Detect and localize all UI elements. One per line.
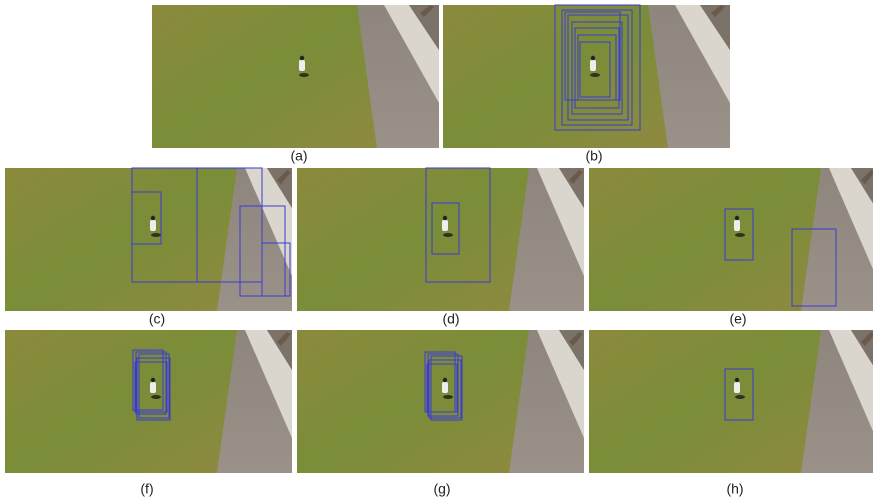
panel-label: (e) <box>729 311 746 327</box>
photo <box>443 5 730 148</box>
panel-label: (g) <box>433 481 450 497</box>
photo <box>297 330 584 473</box>
photo <box>297 168 584 311</box>
figure: (a) (b) (c) (d) (e) (f) (g) (h) <box>0 0 873 503</box>
panel-label: (d) <box>442 311 459 327</box>
panel-label: (f) <box>140 481 153 497</box>
photo <box>589 330 873 473</box>
panel-label: (h) <box>726 481 743 497</box>
panel-label: (b) <box>585 148 602 164</box>
page: (a) (b) (c) (d) (e) (f) (g) (h) (() => {… <box>0 0 873 503</box>
photo <box>5 168 292 311</box>
photo <box>152 5 439 148</box>
photo <box>5 330 292 473</box>
photo <box>589 168 873 311</box>
panel-label: (c) <box>149 311 165 327</box>
panel-label: (a) <box>290 148 307 164</box>
